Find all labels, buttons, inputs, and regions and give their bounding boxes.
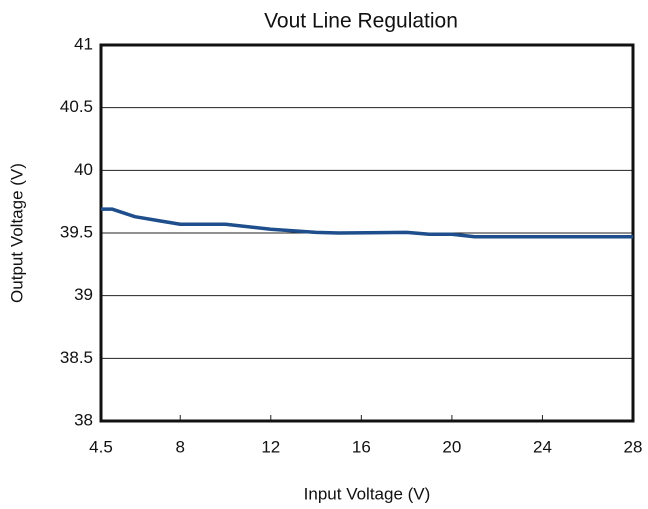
y-tick-label: 40 <box>74 160 93 179</box>
y-tick-label: 39 <box>74 285 93 304</box>
y-tick-label: 41 <box>74 34 93 53</box>
x-tick-label: 12 <box>261 437 280 456</box>
x-tick-label: 4.5 <box>89 437 113 456</box>
y-tick-label: 38.5 <box>60 348 93 367</box>
x-tick-label: 20 <box>442 437 461 456</box>
y-tick-label: 39.5 <box>60 222 93 241</box>
plot-frame <box>99 43 635 423</box>
x-tick-label: 28 <box>624 437 643 456</box>
y-tick-label: 38 <box>74 410 93 429</box>
data-line <box>101 207 633 239</box>
x-axis-title: Input Voltage (V) <box>304 484 431 503</box>
chart-title: Vout Line Regulation <box>264 10 458 33</box>
x-tick-label: 16 <box>352 437 371 456</box>
x-tick-label: 24 <box>533 437 552 456</box>
y-tick-label: 40.5 <box>60 97 93 116</box>
y-axis-title: Output Voltage (V) <box>7 163 26 303</box>
x-tick-label: 8 <box>175 437 184 456</box>
